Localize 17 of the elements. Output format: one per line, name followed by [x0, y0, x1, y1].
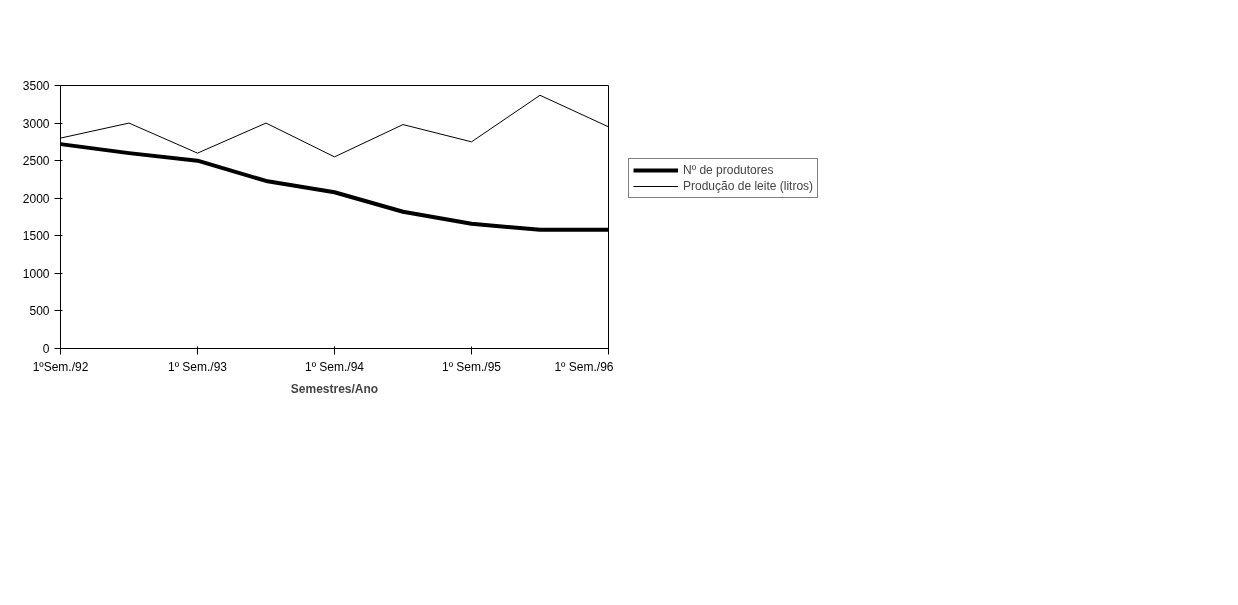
- x-tick-label: 1º Sem./93: [167, 359, 228, 374]
- legend-label: Produção de leite (litros): [683, 179, 814, 193]
- x-tick-label: 1ºSem./92: [32, 359, 89, 374]
- y-tick-label: 3000: [22, 116, 50, 131]
- y-tick-label: 1500: [22, 229, 50, 244]
- y-tick-label: 3500: [22, 79, 50, 93]
- x-tick-label: 1º Sem./96: [554, 359, 614, 374]
- y-tick-label: 2500: [22, 154, 50, 169]
- y-tick-label: 0: [42, 342, 50, 356]
- y-tick-label: 500: [29, 304, 50, 319]
- x-tick-label: 1º Sem./95: [441, 359, 502, 374]
- y-tick-label: 2000: [22, 191, 50, 206]
- x-axis-title: Semestres/Ano: [290, 381, 379, 396]
- line-series: [60, 142, 609, 232]
- y-tick-label: 1000: [22, 266, 50, 281]
- x-tick-label: 1º Sem./94: [304, 359, 365, 374]
- legend-label: Nº de produtores: [683, 163, 774, 177]
